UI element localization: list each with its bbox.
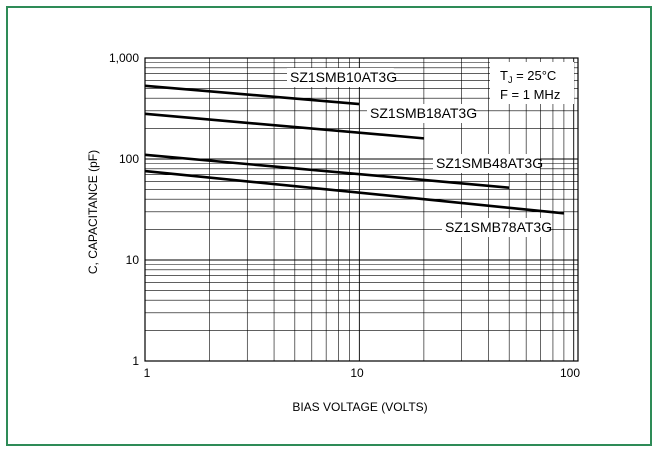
x-tick-100: 100	[560, 366, 580, 380]
series-label-bg	[433, 154, 540, 173]
series-line-4	[144, 169, 565, 215]
series-label-3: SZ1SMB48AT3G	[436, 155, 543, 171]
series-line-1	[144, 84, 360, 106]
x-tick-10: 10	[350, 366, 364, 380]
series-label-4: SZ1SMB78AT3G	[445, 219, 552, 235]
plot-area-border	[144, 57, 579, 362]
series-label-bg	[367, 104, 474, 123]
y-tick-1000: 1,000	[109, 51, 139, 65]
y-tick-100: 100	[119, 152, 139, 166]
y-tick-1: 1	[132, 354, 139, 368]
y-tick-10: 10	[126, 253, 140, 267]
series-lines	[144, 84, 565, 215]
series-label-2: SZ1SMB18AT3G	[370, 105, 477, 121]
conditions-box	[490, 62, 574, 104]
conditions-frequency: F = 1 MHz	[500, 87, 560, 102]
series-label-1: SZ1SMB10AT3G	[290, 69, 397, 85]
series-line-2	[144, 112, 424, 140]
x-tick-1: 1	[144, 366, 151, 380]
conditions-tj: TJ = 25°C	[500, 68, 556, 85]
series-label-bg	[442, 218, 549, 237]
x-axis-label: BIAS VOLTAGE (VOLTS)	[292, 400, 427, 414]
series-label-bg	[287, 68, 394, 87]
y-axis-label: C, CAPACITANCE (pF)	[86, 150, 100, 274]
series-line-3	[144, 153, 510, 189]
series-labels: SZ1SMB10AT3G SZ1SMB18AT3G SZ1SMB48AT3G SZ1S…	[287, 68, 552, 237]
